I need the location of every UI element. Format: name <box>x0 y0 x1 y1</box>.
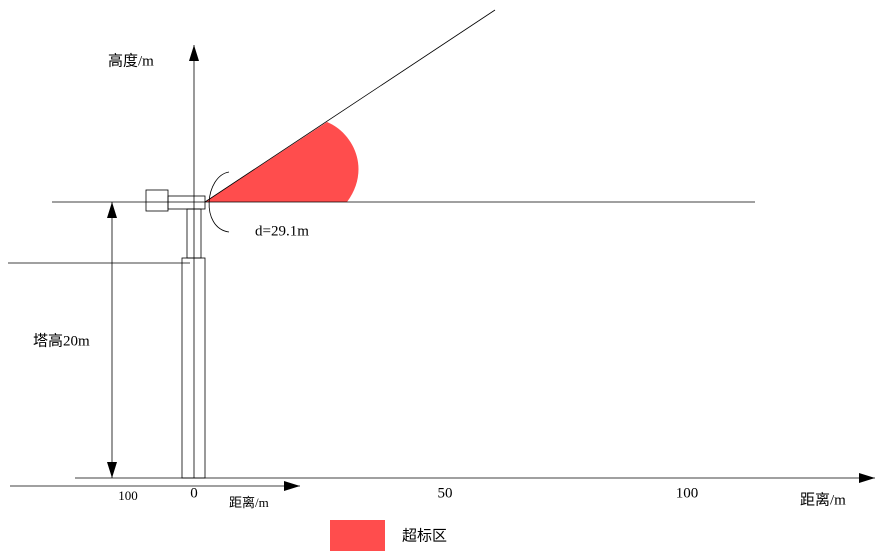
legend-swatch <box>330 520 385 551</box>
generator-box <box>145 189 169 212</box>
tick-label: 50 <box>438 485 453 501</box>
legend-label: 超标区 <box>402 527 447 544</box>
main-axis-label: 距离/m <box>800 491 846 508</box>
small-axis-label: 距离/m <box>229 495 269 510</box>
spinner <box>208 171 230 233</box>
nacelle <box>167 195 206 210</box>
boundary-line <box>204 9 496 203</box>
tick-label: 100 <box>676 485 699 501</box>
tick-label: 100 <box>118 488 138 503</box>
exceed-zone <box>205 122 359 202</box>
distance-label: d=29.1m <box>255 223 309 239</box>
tower-height-label: 塔高20m <box>33 332 90 349</box>
tick-label: 0 <box>190 485 198 501</box>
tower <box>181 257 206 479</box>
height-axis-label: 高度/m <box>108 52 154 69</box>
